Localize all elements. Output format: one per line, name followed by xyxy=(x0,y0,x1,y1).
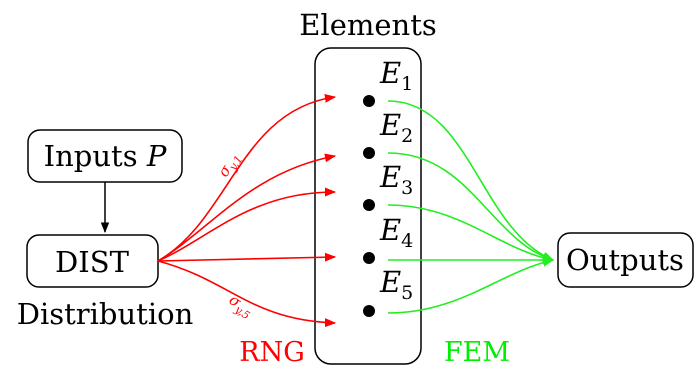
rng-edge-e4 xyxy=(157,252,337,262)
sigma-y1-label: σy,1 xyxy=(214,149,245,182)
rng-edge-e1 xyxy=(157,93,337,262)
element-label-e1: E1 xyxy=(379,56,413,95)
element-dot-e1 xyxy=(363,95,375,107)
element-label-e3: E3 xyxy=(379,160,413,199)
inputs-label: Inputs P xyxy=(44,139,167,173)
fem-label: FEM xyxy=(444,337,510,368)
element-label-e5: E5 xyxy=(379,265,413,304)
fem-edge-e2 xyxy=(387,152,555,262)
element-dot-e4 xyxy=(363,252,375,264)
distribution-label: Distribution xyxy=(17,297,194,331)
inputs-variable: P xyxy=(146,139,167,173)
dist-label: DIST xyxy=(55,245,130,279)
element-label-e2: E2 xyxy=(379,108,413,147)
rng-edge-e5 xyxy=(157,260,337,328)
rng-edge-e3 xyxy=(157,187,337,262)
elements-title: Elements xyxy=(299,8,436,42)
outputs-label: Outputs xyxy=(566,243,684,277)
element-label-e4: E4 xyxy=(379,213,413,252)
fem-edge-e5 xyxy=(387,257,555,314)
element-dot-e5 xyxy=(363,305,375,317)
fem-edge-e1 xyxy=(387,100,555,261)
rng-label: RNG xyxy=(239,337,305,368)
element-dot-e2 xyxy=(363,147,375,159)
sigma-y5-label: σy,5 xyxy=(224,291,257,323)
fem-edge-e3 xyxy=(387,204,555,263)
rng-edge-e2 xyxy=(157,153,337,262)
element-dot-e3 xyxy=(363,199,375,211)
outputs-node xyxy=(557,232,694,288)
